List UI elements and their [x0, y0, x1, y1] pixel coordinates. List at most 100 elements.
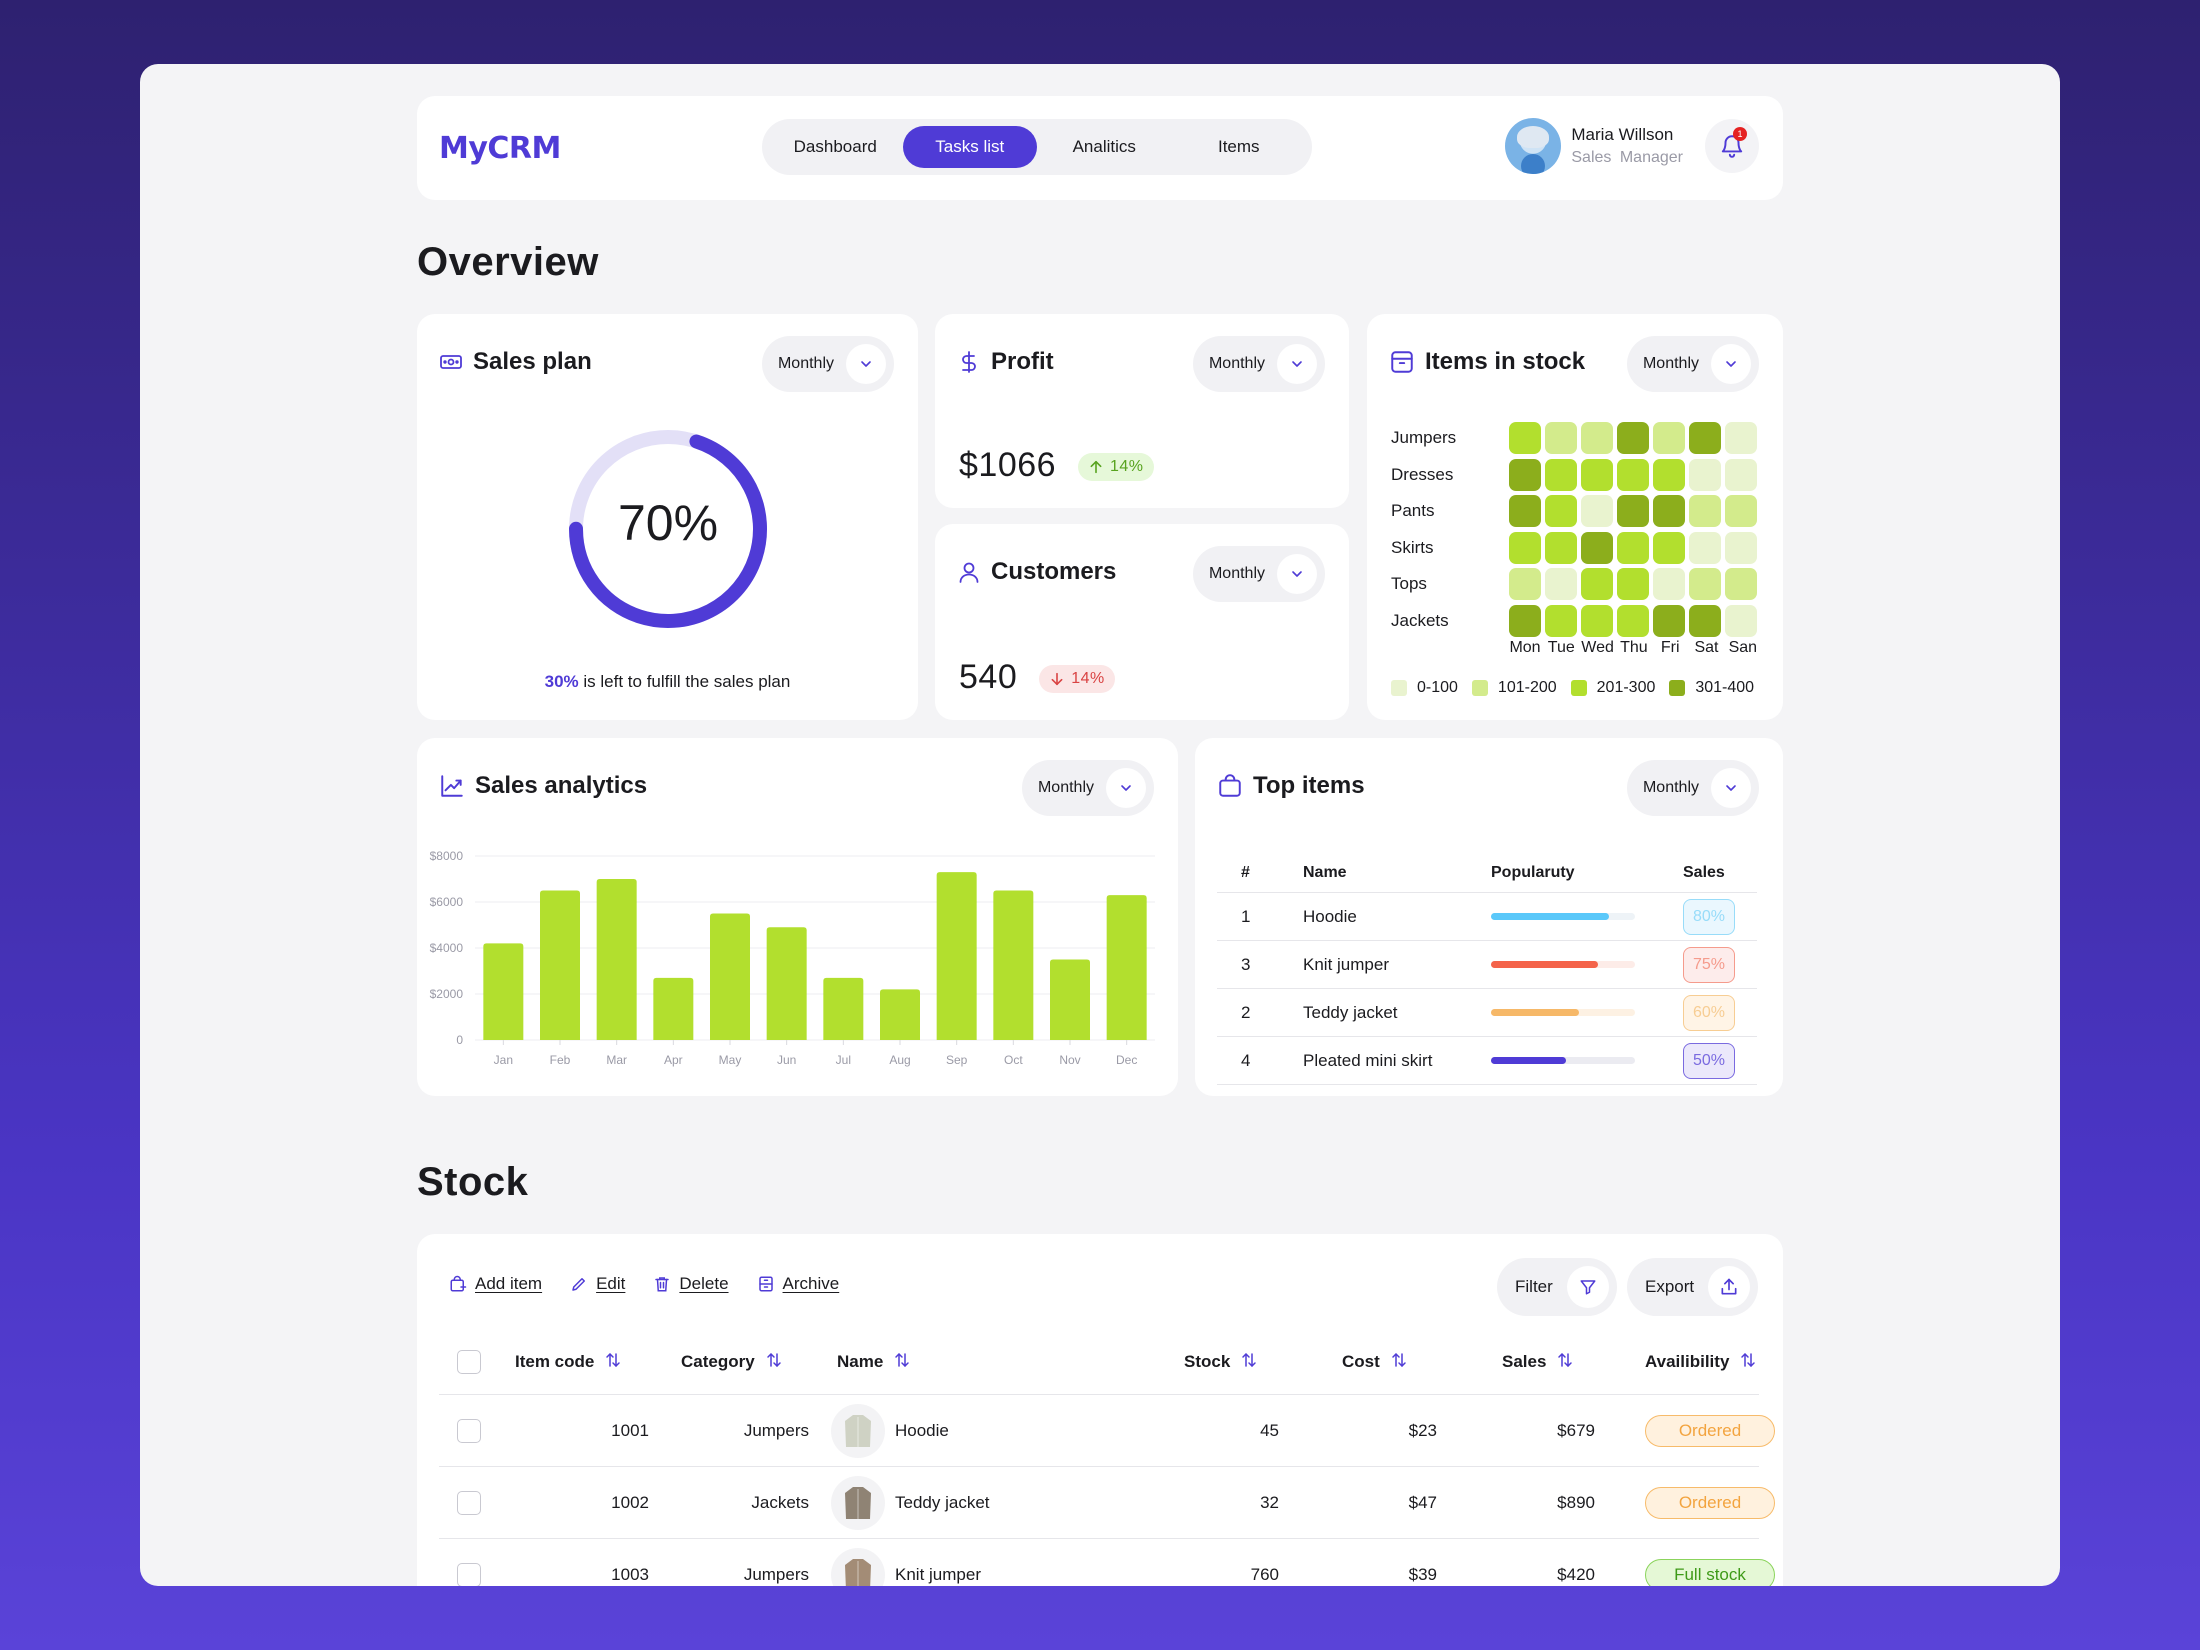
- item-thumbnail: [831, 1476, 885, 1530]
- filter-button[interactable]: Filter: [1497, 1258, 1617, 1316]
- sort-icon[interactable]: [1546, 1351, 1574, 1374]
- cell-item-code: 1002: [611, 1493, 649, 1512]
- user-name: Maria Willson: [1571, 125, 1674, 144]
- heatmap-row-label: Tops: [1391, 574, 1427, 593]
- customers-title-text: Customers: [991, 558, 1117, 585]
- archive-button[interactable]: Archive: [757, 1274, 839, 1294]
- dollar-icon: [962, 351, 976, 373]
- cell-cost: $23: [1408, 1421, 1437, 1440]
- cell-availability: Full stock: [1645, 1539, 1775, 1586]
- bar-jul: [823, 977, 864, 1040]
- bar-apr: [653, 977, 694, 1040]
- export-button[interactable]: Export: [1627, 1258, 1759, 1316]
- heatmap-day-label: Thu: [1620, 639, 1648, 656]
- row-checkbox[interactable]: [457, 1563, 481, 1586]
- user-menu: Maria Willson Sales Manager 1: [1505, 118, 1759, 174]
- sales-percent-badge: 60%: [1683, 995, 1735, 1031]
- nav-item-items[interactable]: Items: [1217, 137, 1260, 156]
- heatmap-cell: [1689, 422, 1721, 454]
- add-item-button[interactable]: Add item: [449, 1274, 542, 1294]
- availability-badge: Ordered: [1645, 1415, 1775, 1447]
- heatmap-cell: [1617, 495, 1649, 527]
- avatar[interactable]: [1505, 118, 1562, 174]
- popularity-bar-fill: [1491, 1057, 1566, 1064]
- heatmap-day-label: Sat: [1694, 639, 1719, 656]
- col-header-stock[interactable]: Stock: [1184, 1338, 1258, 1386]
- popularity-bar-fill: [1491, 961, 1598, 968]
- sort-icon[interactable]: [883, 1351, 911, 1374]
- col-header-sales[interactable]: Sales: [1502, 1338, 1574, 1386]
- arrow-down-icon: [1051, 672, 1063, 686]
- heatmap-cell: [1545, 458, 1577, 491]
- cell-category: Jumpers: [743, 1565, 809, 1584]
- app-logo[interactable]: MyCRM: [439, 130, 561, 166]
- heatmap-cell: [1725, 495, 1757, 527]
- customers-value-row: 540 14%: [959, 658, 1115, 697]
- heatmap-cell: [1581, 604, 1613, 637]
- archive-box-icon: [1391, 351, 1413, 373]
- col-header-code[interactable]: Item code: [515, 1338, 622, 1386]
- cell-name: Teddy jacket: [831, 1467, 990, 1539]
- nav-item-tasks-list[interactable]: Tasks list: [902, 126, 1037, 168]
- top-item-row[interactable]: 2 Teddy jacket 60%: [1217, 988, 1757, 1036]
- top-items-period-select[interactable]: Monthly: [1626, 760, 1759, 816]
- chevron-down-icon: [1711, 344, 1751, 384]
- col-header-name: Name: [1303, 864, 1347, 881]
- col-header-code-label: Item code: [515, 1352, 595, 1371]
- sort-icon[interactable]: [1230, 1351, 1258, 1374]
- profit-delta: 14%: [1110, 458, 1144, 476]
- col-header-category[interactable]: Category: [681, 1338, 783, 1386]
- col-header-name[interactable]: Name: [837, 1338, 911, 1386]
- nav-item-dashboard[interactable]: Dashboard: [793, 137, 877, 156]
- cell-stock: 760: [1250, 1565, 1279, 1584]
- sales-plan-period-select[interactable]: Monthly: [761, 336, 894, 392]
- sort-icon[interactable]: [1729, 1351, 1757, 1374]
- heatmap-cell: [1509, 568, 1541, 600]
- sort-icon[interactable]: [755, 1351, 783, 1374]
- profit-title-text: Profit: [991, 348, 1054, 375]
- col-header-availability-label: Availibility: [1645, 1352, 1730, 1371]
- col-header-category-label: Category: [681, 1352, 755, 1371]
- customers-period-select[interactable]: Monthly: [1192, 546, 1325, 602]
- top-item-row[interactable]: 4 Pleated mini skirt 50%: [1217, 1036, 1757, 1084]
- col-header-availability[interactable]: Availibility: [1645, 1338, 1757, 1386]
- x-tick-label: Feb: [550, 1053, 571, 1067]
- add-item-label: Add item: [475, 1274, 543, 1293]
- main-nav: Dashboard Tasks list Analitics Items: [762, 119, 1312, 175]
- select-all-checkbox[interactable]: [457, 1350, 481, 1374]
- top-header: MyCRM Dashboard Tasks list Analitics Ite…: [417, 96, 1783, 200]
- bar-dec: [1106, 895, 1147, 1040]
- row-checkbox[interactable]: [457, 1491, 481, 1515]
- sort-icon[interactable]: [1380, 1351, 1408, 1374]
- heatmap-cell: [1617, 458, 1649, 491]
- nav-item-analitics[interactable]: Analitics: [1072, 137, 1136, 156]
- delete-button[interactable]: Delete: [653, 1274, 729, 1294]
- col-header-cost[interactable]: Cost: [1342, 1338, 1408, 1386]
- sort-icon[interactable]: [594, 1351, 622, 1374]
- profit-period-select[interactable]: Monthly: [1192, 336, 1325, 392]
- overview-title: Overview: [417, 240, 599, 284]
- sales-analytics-period-select[interactable]: Monthly: [1021, 760, 1154, 816]
- top-item-row[interactable]: 1 Hoodie 80%: [1217, 892, 1757, 940]
- notifications-button[interactable]: 1: [1705, 119, 1759, 173]
- edit-button[interactable]: Edit: [570, 1274, 625, 1294]
- heatmap-cell: [1725, 568, 1757, 600]
- top-item-row[interactable]: 3 Knit jumper 75%: [1217, 940, 1757, 988]
- chevron-down-icon: [1277, 554, 1317, 594]
- filter-icon: [1566, 1266, 1609, 1308]
- sales-plan-left-text: is left to fulfill the sales plan: [578, 672, 791, 691]
- cell-name: Hoodie: [831, 1395, 949, 1467]
- row-checkbox[interactable]: [457, 1419, 481, 1443]
- x-tick-label: May: [719, 1053, 742, 1067]
- heatmap-cell: [1653, 604, 1685, 637]
- table-bottom-divider: [1217, 1084, 1757, 1085]
- items-in-stock-period-select[interactable]: Monthly: [1626, 336, 1759, 392]
- table-row[interactable]: 1003 Jumpers Knit jumper 760 $39 $420 Full sto…: [439, 1538, 1775, 1586]
- sales-plan-card: Sales plan Monthly 70% 30% is left to fu…: [417, 314, 918, 720]
- x-tick-label: Jul: [836, 1053, 851, 1067]
- top-item-rank: 3: [1241, 955, 1251, 974]
- popularity-bar-track: [1491, 961, 1635, 968]
- table-row[interactable]: 1001 Jumpers Hoodie 45 $23 $679 Ordered: [439, 1394, 1775, 1467]
- table-row[interactable]: 1002 Jackets Teddy jacket 32 $47 $890 Ordered: [439, 1466, 1775, 1539]
- sales-analytics-title: Sales analytics: [439, 772, 647, 800]
